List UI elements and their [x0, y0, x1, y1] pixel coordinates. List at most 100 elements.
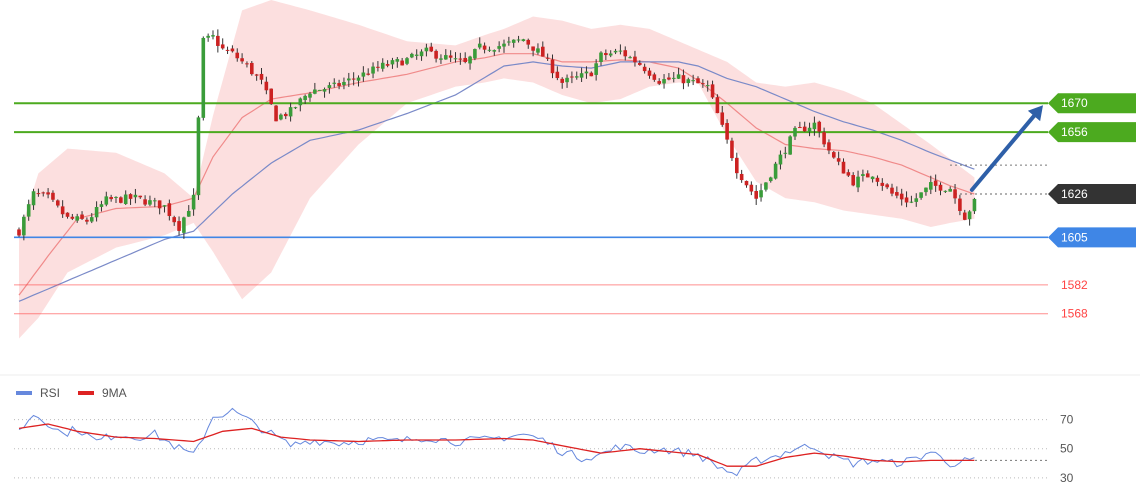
candle [958, 194, 962, 216]
candle [623, 46, 628, 61]
candle-body [851, 175, 855, 186]
candle [919, 192, 923, 200]
candle [720, 105, 725, 127]
candle [211, 30, 215, 40]
candle [133, 188, 138, 204]
candle [51, 190, 55, 202]
candle [657, 78, 661, 86]
candle [167, 199, 172, 221]
candle-body [322, 89, 327, 92]
candle [516, 35, 521, 43]
candle-body [128, 194, 133, 199]
candle-body [245, 63, 249, 65]
candle-body [671, 77, 676, 79]
candle-body [133, 194, 138, 198]
candle-body [895, 192, 899, 196]
candle [414, 49, 419, 60]
candle-body [264, 81, 269, 91]
candle-body [206, 35, 210, 38]
candle [526, 38, 531, 49]
candle [744, 180, 749, 188]
candle-body [594, 63, 598, 75]
candle-body [836, 158, 841, 162]
candle [584, 66, 589, 79]
legend-swatch-rsi [16, 391, 32, 395]
candle [875, 175, 880, 187]
candle-body [177, 221, 181, 231]
candle [36, 188, 41, 197]
candle-body [153, 200, 157, 202]
candle-body [186, 210, 191, 217]
candle-body [172, 217, 176, 223]
candle-body [298, 98, 303, 106]
candle-body [80, 214, 84, 219]
candle-body [240, 58, 244, 62]
candle-body [31, 191, 36, 206]
candle-body [798, 127, 802, 129]
candle-body [623, 50, 628, 57]
candle-body [405, 58, 409, 64]
level-badge-1670: 1670 [1048, 93, 1136, 114]
candle [172, 215, 176, 226]
candle-body [70, 216, 75, 219]
candle [929, 175, 933, 195]
candle [487, 46, 492, 52]
candle [560, 77, 564, 89]
candle-body [109, 197, 113, 200]
candle [99, 200, 104, 212]
candle-body [94, 206, 99, 218]
candle-body [880, 182, 885, 186]
candle [642, 63, 647, 74]
candle [327, 82, 332, 94]
candle [303, 94, 307, 105]
candle-body [453, 58, 458, 60]
candle [783, 146, 788, 159]
candle-body [482, 45, 487, 50]
candle-body [502, 43, 506, 47]
level-labels: 1670 1656 1626 1605 1582 1568 [1048, 93, 1136, 321]
candle-body [589, 72, 594, 77]
candle [148, 195, 152, 207]
level-badge-shape [1048, 227, 1136, 248]
candle [899, 188, 904, 206]
candle-body [899, 193, 904, 200]
candle-body [628, 57, 632, 59]
candle-body [250, 62, 254, 75]
candle-body [308, 93, 312, 98]
band-area [19, 0, 975, 339]
candle [380, 58, 385, 72]
candle-body [26, 204, 31, 217]
candle-body [938, 184, 943, 191]
candle [938, 182, 943, 196]
level-badge-text: 1670 [1061, 96, 1088, 110]
candle-body [439, 58, 443, 60]
candle-body [230, 48, 235, 52]
candle-body [337, 83, 341, 86]
candle [269, 88, 273, 105]
candle-body [400, 60, 404, 66]
candle [477, 37, 482, 50]
candle-body [744, 180, 749, 186]
candle [613, 48, 618, 55]
candle [332, 78, 337, 88]
candle [410, 52, 414, 59]
candle [434, 49, 438, 63]
candle [754, 185, 758, 205]
candle [628, 55, 632, 59]
candle-body [191, 194, 196, 210]
candle [565, 74, 569, 88]
candle-body [235, 52, 240, 59]
candle [250, 61, 254, 76]
candle-body [701, 83, 705, 85]
candle [904, 191, 909, 208]
candle [385, 60, 390, 68]
candle [240, 53, 244, 64]
candle [85, 217, 89, 225]
candle [885, 183, 889, 190]
candle [366, 68, 370, 76]
candle [22, 214, 26, 241]
candle-body [211, 35, 215, 37]
candle-body [327, 85, 332, 88]
candle-body [347, 78, 351, 81]
candle-body [720, 112, 725, 125]
